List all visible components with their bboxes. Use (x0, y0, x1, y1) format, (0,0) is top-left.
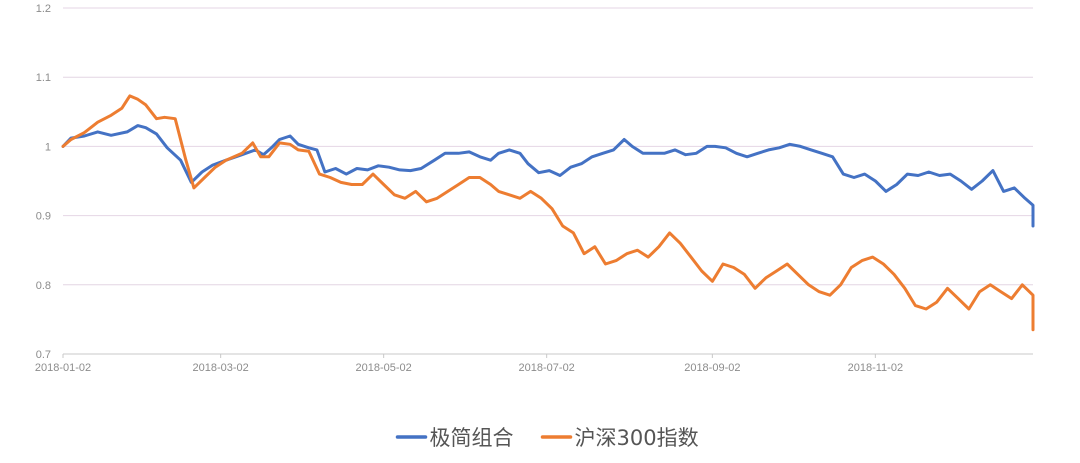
legend: 极简组合 沪深300指数 (395, 426, 699, 450)
y-tick-label: 0.9 (36, 211, 51, 223)
series-line-2 (61, 94, 1035, 332)
x-tick-label: 2018-05-02 (356, 362, 412, 374)
y-tick-label: 1.2 (36, 3, 51, 15)
series-line-1 (61, 124, 1035, 228)
gridlines (63, 7, 1033, 286)
y-tick-label: 1 (45, 141, 51, 153)
x-tick-label: 2018-11-02 (848, 362, 903, 374)
legend-label: 极简组合 (430, 426, 514, 450)
x-tick-label: 2018-07-02 (519, 362, 575, 374)
legend-item-2: 沪深300指数 (540, 426, 699, 450)
legend-item-1: 极简组合 (395, 426, 514, 450)
axes: 0.7 0.8 0.9 1 1.1 1.2 2018-01-02 2018-03-02 2018… (35, 3, 1033, 374)
y-tick-label: 0.8 (36, 280, 51, 292)
y-tick-label: 0.7 (36, 349, 51, 361)
legend-label: 沪深300指数 (575, 426, 699, 450)
x-tick-label: 2018-01-02 (35, 362, 91, 374)
x-tick-label: 2018-03-02 (193, 362, 249, 374)
y-tick-label: 1.1 (36, 72, 51, 84)
series-lines (61, 94, 1035, 332)
x-tick-label: 2018-09-02 (684, 362, 740, 374)
